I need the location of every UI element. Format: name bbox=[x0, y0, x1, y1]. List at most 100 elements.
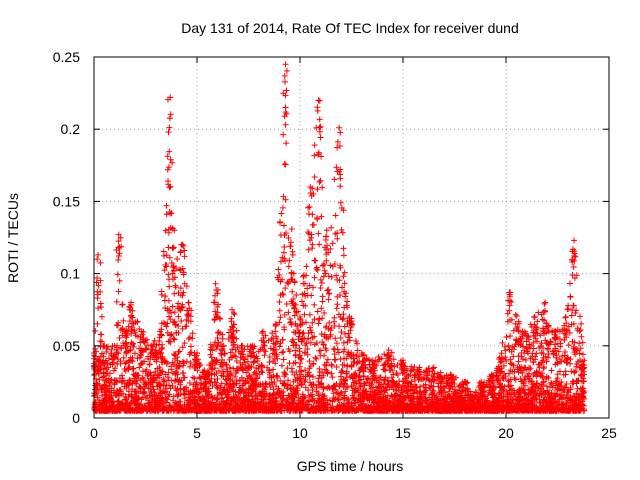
data-point bbox=[107, 379, 114, 386]
data-point bbox=[576, 340, 583, 347]
data-point bbox=[165, 271, 172, 278]
data-point bbox=[191, 375, 198, 382]
data-point bbox=[324, 356, 331, 363]
data-point bbox=[293, 323, 300, 330]
data-point bbox=[253, 370, 260, 377]
data-point bbox=[310, 373, 317, 380]
data-point bbox=[281, 311, 288, 318]
data-point bbox=[292, 347, 299, 354]
data-point bbox=[275, 266, 282, 273]
data-point bbox=[332, 230, 339, 237]
data-point bbox=[276, 298, 283, 305]
data-point bbox=[115, 257, 122, 264]
data-point bbox=[503, 334, 510, 341]
data-point bbox=[486, 384, 493, 391]
data-point bbox=[166, 391, 173, 398]
data-point bbox=[396, 381, 403, 388]
data-point bbox=[214, 334, 221, 341]
data-point bbox=[175, 348, 182, 355]
data-point bbox=[337, 183, 344, 190]
data-point bbox=[538, 340, 545, 347]
data-point bbox=[160, 252, 167, 259]
data-point bbox=[181, 340, 188, 347]
data-point bbox=[324, 287, 331, 294]
data-point bbox=[438, 379, 445, 386]
data-point bbox=[319, 293, 326, 300]
data-point bbox=[307, 324, 314, 331]
data-point bbox=[162, 227, 169, 234]
data-point bbox=[163, 263, 170, 270]
data-point bbox=[290, 328, 297, 335]
data-point bbox=[278, 210, 285, 217]
data-point bbox=[325, 296, 332, 303]
data-point bbox=[92, 328, 99, 335]
data-point bbox=[244, 358, 251, 365]
data-point bbox=[563, 380, 570, 387]
data-point bbox=[174, 256, 181, 263]
data-point bbox=[129, 366, 136, 373]
data-point bbox=[94, 320, 101, 327]
data-point bbox=[313, 340, 320, 347]
data-point bbox=[254, 357, 261, 364]
data-point bbox=[566, 329, 573, 336]
data-point bbox=[175, 313, 182, 320]
data-point bbox=[170, 244, 177, 251]
data-point bbox=[298, 356, 305, 363]
data-point bbox=[280, 249, 287, 256]
data-point bbox=[535, 309, 542, 316]
data-point bbox=[309, 319, 316, 326]
data-point bbox=[340, 245, 347, 252]
data-point bbox=[277, 258, 284, 265]
data-point bbox=[352, 337, 359, 344]
data-point bbox=[338, 328, 345, 335]
data-point bbox=[231, 352, 238, 359]
data-point bbox=[126, 363, 133, 370]
data-point bbox=[311, 333, 318, 340]
data-point bbox=[533, 325, 540, 332]
data-point bbox=[99, 350, 106, 357]
data-point bbox=[177, 398, 184, 405]
data-point bbox=[232, 373, 239, 380]
data-point bbox=[144, 355, 151, 362]
data-point bbox=[282, 196, 289, 203]
data-point bbox=[103, 349, 110, 356]
data-point bbox=[279, 336, 286, 343]
data-point bbox=[309, 334, 316, 341]
data-point bbox=[277, 377, 284, 384]
data-point bbox=[162, 371, 169, 378]
data-point bbox=[158, 359, 165, 366]
data-point bbox=[186, 363, 193, 370]
data-point bbox=[171, 309, 178, 316]
data-point bbox=[305, 246, 312, 253]
data-point bbox=[340, 394, 347, 401]
data-point bbox=[501, 343, 508, 350]
data-point bbox=[315, 230, 322, 237]
data-point bbox=[162, 305, 169, 312]
data-point bbox=[435, 380, 442, 387]
data-point bbox=[163, 252, 170, 259]
data-point bbox=[282, 161, 289, 168]
data-point bbox=[215, 301, 222, 308]
data-point bbox=[176, 266, 183, 273]
data-point bbox=[327, 331, 334, 338]
data-point bbox=[570, 320, 577, 327]
data-point bbox=[232, 369, 239, 376]
data-point bbox=[281, 244, 288, 251]
data-point bbox=[112, 392, 119, 399]
data-point bbox=[523, 338, 530, 345]
data-point bbox=[564, 354, 571, 361]
data-point bbox=[225, 335, 232, 342]
data-point bbox=[331, 318, 338, 325]
data-point bbox=[166, 254, 173, 261]
data-point bbox=[277, 292, 284, 299]
data-point bbox=[502, 347, 509, 354]
data-point bbox=[300, 273, 307, 280]
data-point bbox=[271, 379, 278, 386]
data-point bbox=[279, 349, 286, 356]
data-point bbox=[120, 354, 127, 361]
data-point bbox=[333, 305, 340, 312]
data-point bbox=[290, 399, 297, 406]
data-point bbox=[208, 354, 215, 361]
data-point bbox=[163, 399, 170, 406]
